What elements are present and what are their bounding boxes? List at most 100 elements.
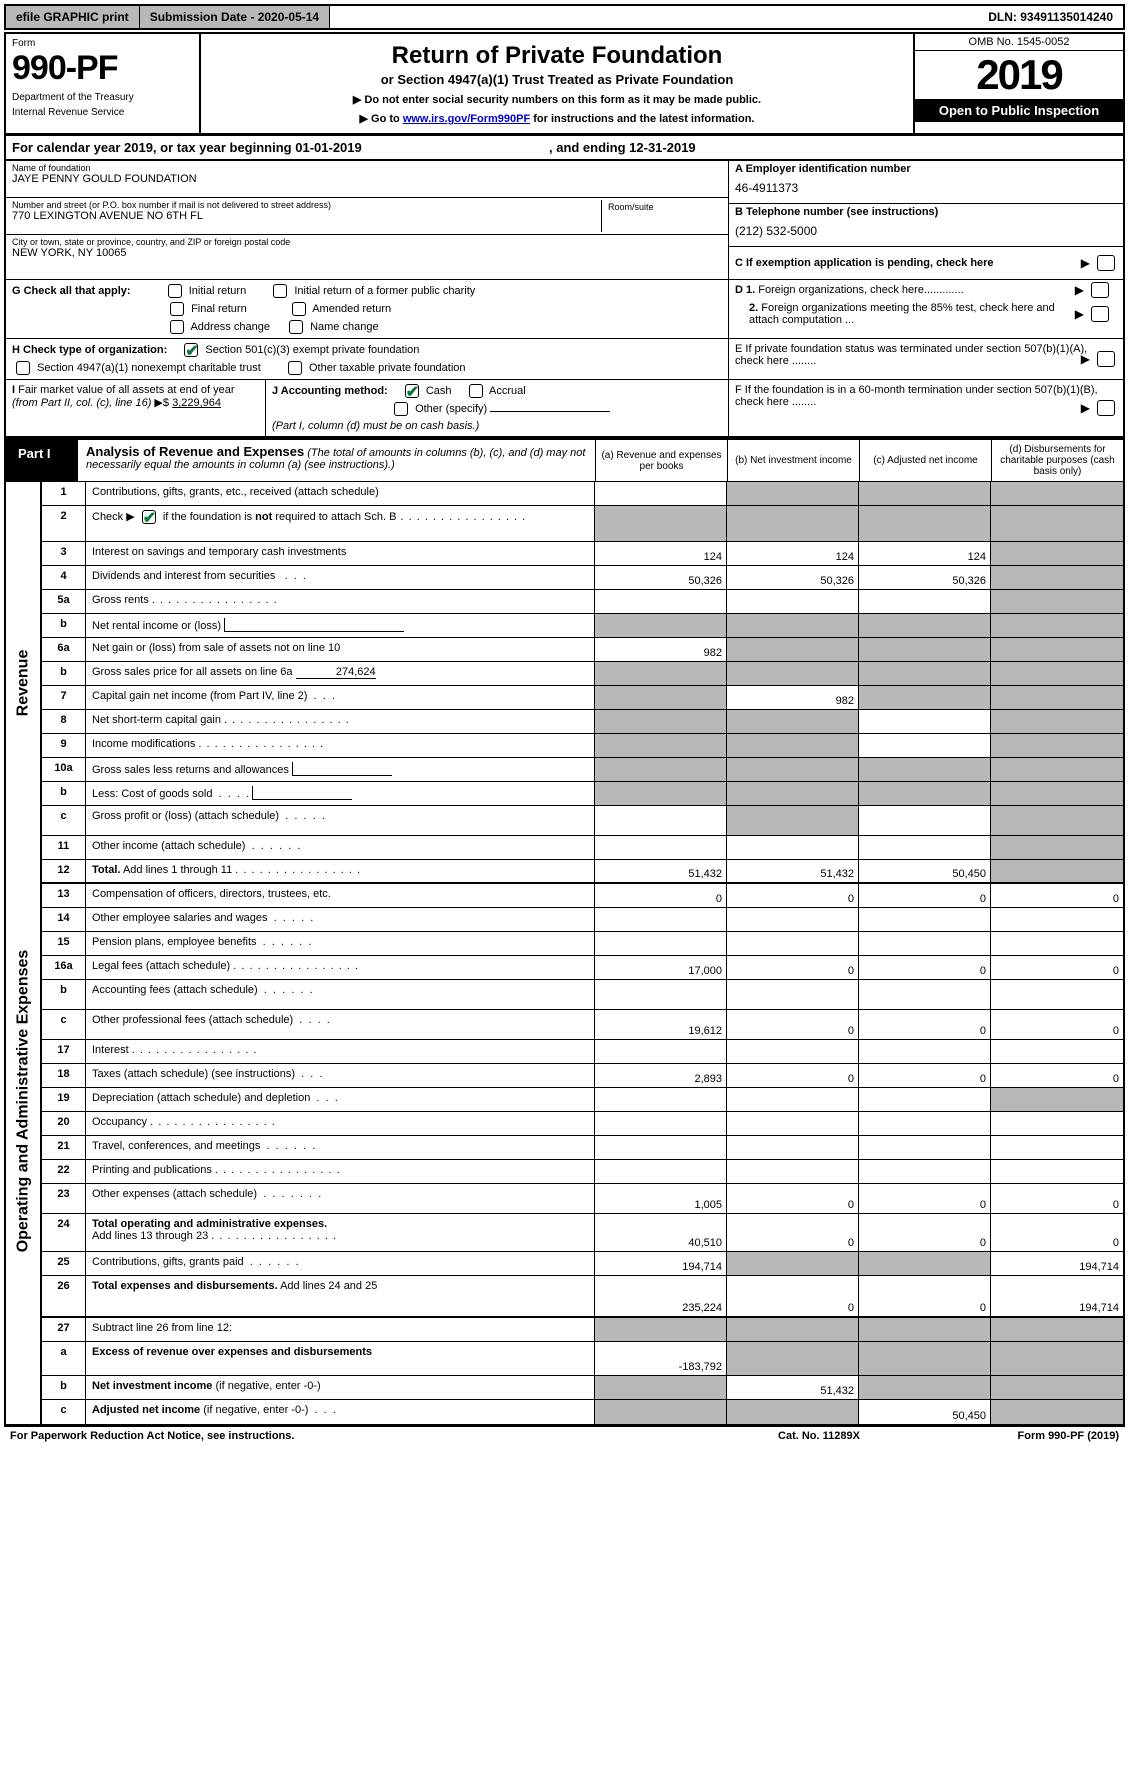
f-checkbox[interactable]	[1097, 400, 1115, 416]
cell-b	[727, 1136, 859, 1159]
g2-checkbox[interactable]	[273, 284, 287, 298]
g1-checkbox[interactable]	[168, 284, 182, 298]
row-7: 7 Capital gain net income (from Part IV,…	[42, 686, 1123, 710]
row-27: 27 Subtract line 26 from line 12:	[42, 1318, 1123, 1342]
omb-number: OMB No. 1545-0052	[915, 34, 1123, 51]
name-label: Name of foundation	[12, 163, 722, 173]
instr-1: ▶ Do not enter social security numbers o…	[211, 93, 903, 106]
header-middle: Return of Private Foundation or Section …	[201, 34, 913, 133]
cell-b	[727, 980, 859, 1009]
cell-c: 0	[859, 956, 991, 979]
ij-block: I Fair market value of all assets at end…	[6, 380, 728, 436]
cell-b	[727, 836, 859, 859]
t: Excess of revenue over expenses and disb…	[92, 1346, 372, 1358]
cell-c: 0	[859, 1214, 991, 1251]
h1-checkbox[interactable]	[184, 343, 198, 357]
e-checkbox[interactable]	[1097, 351, 1115, 367]
cell-c	[859, 908, 991, 931]
instr-link[interactable]: www.irs.gov/Form990PF	[403, 113, 530, 125]
row-9: 9 Income modifications	[42, 734, 1123, 758]
val: 50,326	[688, 575, 722, 587]
t: Accounting fees (attach schedule)	[92, 984, 258, 996]
val: 0	[848, 1073, 854, 1085]
i-block: I Fair market value of all assets at end…	[6, 380, 266, 436]
j1-checkbox[interactable]	[405, 384, 419, 398]
ein-label: A Employer identification number	[735, 163, 1117, 175]
line-desc: Gross profit or (loss) (attach schedule)…	[86, 806, 595, 835]
cell-b	[727, 1318, 859, 1341]
cell-b	[727, 1040, 859, 1063]
d2-checkbox[interactable]	[1091, 306, 1109, 322]
val: 51,432	[688, 868, 722, 880]
cell-c	[859, 1160, 991, 1183]
row-2: 2 Check ▶ if the foundation is not requi…	[42, 506, 1123, 542]
val: 50,326	[952, 575, 986, 587]
cell-a: 194,714	[595, 1252, 727, 1275]
line-num: 4	[42, 566, 86, 589]
cell-c	[859, 1252, 991, 1275]
room-label: Room/suite	[608, 202, 716, 212]
val: 0	[1113, 1237, 1119, 1249]
g4-label: Amended return	[312, 303, 391, 315]
row-27b: b Net investment income (if negative, en…	[42, 1376, 1123, 1400]
cell-d	[991, 566, 1123, 589]
cell-b	[727, 662, 859, 685]
g3-checkbox[interactable]	[170, 302, 184, 316]
line-desc: Other employee salaries and wages . . . …	[86, 908, 595, 931]
form-header: Form 990-PF Department of the Treasury I…	[4, 32, 1125, 136]
entity-block: Name of foundation JAYE PENNY GOULD FOUN…	[4, 161, 1125, 279]
entity-left: Name of foundation JAYE PENNY GOULD FOUN…	[6, 161, 728, 279]
row-10a: 10a Gross sales less returns and allowan…	[42, 758, 1123, 782]
j2-label: Accrual	[489, 385, 526, 397]
header-right: OMB No. 1545-0052 2019 Open to Public In…	[913, 34, 1123, 133]
line-desc: Adjusted net income (if negative, enter …	[86, 1400, 595, 1424]
c-checkbox[interactable]	[1097, 255, 1115, 271]
cell-c	[859, 1136, 991, 1159]
cell-c	[859, 1040, 991, 1063]
cell-c	[859, 1088, 991, 1111]
d1-checkbox[interactable]	[1091, 282, 1109, 298]
row-27c: c Adjusted net income (if negative, ente…	[42, 1400, 1123, 1424]
h2-checkbox[interactable]	[16, 361, 30, 375]
cell-d	[991, 1342, 1123, 1375]
line-num: 22	[42, 1160, 86, 1183]
g5-checkbox[interactable]	[170, 320, 184, 334]
h-checks: H Check type of organization: Section 50…	[6, 339, 728, 379]
j2-checkbox[interactable]	[469, 384, 483, 398]
val: 0	[980, 1237, 986, 1249]
row-13: 13 Compensation of officers, directors, …	[42, 884, 1123, 908]
val: 0	[1113, 965, 1119, 977]
dept-treasury: Department of the Treasury	[12, 92, 193, 103]
val: 0	[848, 1025, 854, 1037]
calyear-begin: 01-01-2019	[295, 140, 362, 155]
row2-pre: Check ▶	[92, 511, 135, 523]
t1: Total operating and administrative expen…	[92, 1218, 327, 1230]
cell-d	[991, 710, 1123, 733]
line-num: 10a	[42, 758, 86, 781]
check-row-he: H Check type of organization: Section 50…	[6, 339, 1123, 380]
val: 0	[1113, 1073, 1119, 1085]
cell-b: 0	[727, 1214, 859, 1251]
cell-b	[727, 758, 859, 781]
schb-checkbox[interactable]	[142, 510, 156, 524]
part1-header: Part I Analysis of Revenue and Expenses …	[4, 438, 1125, 482]
cell-d	[991, 734, 1123, 757]
g-label: G Check all that apply:	[12, 285, 131, 297]
dept-irs: Internal Revenue Service	[12, 107, 193, 118]
val: 194,714	[1079, 1261, 1119, 1273]
cell-c	[859, 614, 991, 637]
f-check: F If the foundation is in a 60-month ter…	[728, 380, 1123, 436]
j3-checkbox[interactable]	[394, 402, 408, 416]
cell-a: 0	[595, 884, 727, 907]
cell-d: 0	[991, 1064, 1123, 1087]
line-num: 20	[42, 1112, 86, 1135]
g4-checkbox[interactable]	[292, 302, 306, 316]
open-public: Open to Public Inspection	[915, 99, 1123, 122]
val: 0	[848, 965, 854, 977]
h3-checkbox[interactable]	[288, 361, 302, 375]
line-desc: Other income (attach schedule) . . . . .…	[86, 836, 595, 859]
val: 0	[980, 1025, 986, 1037]
cell-a	[595, 1376, 727, 1399]
val: 124	[968, 551, 986, 563]
g6-checkbox[interactable]	[289, 320, 303, 334]
